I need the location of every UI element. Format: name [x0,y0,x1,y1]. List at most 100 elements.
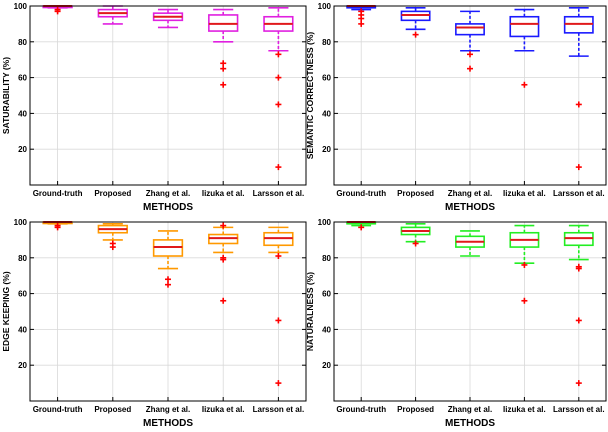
outlier-point [575,164,582,171]
box-proposed [400,6,431,38]
x-tick-label: Larsson et al. [553,405,605,414]
x-tick-label: Zhang et al. [448,189,492,198]
box-zhang-et-al- [152,230,184,288]
outlier-point [358,20,365,27]
y-tick-label: 40 [18,109,27,118]
chart-panel-1: 20 40 60 80 100 Ground-truth Proposed Zhang et … [1,2,307,213]
y-tick-label: 60 [18,74,27,83]
x-tick-label: Larsson et al. [553,189,605,198]
y-tick-label: 40 [322,109,331,118]
iqr-box [455,23,485,36]
x-axis-label: METHODS [143,418,193,429]
box-zhang-et-al- [455,10,485,72]
outlier-point [521,261,528,268]
outlier-point [275,317,282,324]
y-axis-label: SATURABILITY (%) [1,57,11,134]
x-tick-label: Ground-truth [33,189,83,198]
x-tick-label: Iizuka et al. [503,405,546,414]
y-tick-label: 80 [322,254,331,263]
y-tick-label: 100 [318,218,332,227]
box-larsson-et-al- [263,6,294,171]
x-tick-label: Iizuka et al. [503,189,546,198]
outlier-point [54,222,61,229]
y-tick-label: 80 [18,38,27,47]
y-tick-label: 20 [18,361,27,370]
y-tick-label: 20 [322,145,331,154]
y-tick-label: 100 [318,2,332,11]
x-tick-label: Iizuka et al. [202,189,245,198]
y-tick-label: 60 [322,74,331,83]
x-tick-label: Proposed [94,405,131,414]
y-tick-label: 80 [322,38,331,47]
y-tick-label: 40 [322,325,331,334]
outlier-point [575,380,582,387]
x-axis-label: METHODS [445,202,495,213]
outlier-point [575,265,582,272]
chart-panel-3: 20 40 60 80 100 Ground-truth Proposed Zhang et … [1,218,307,429]
outlier-point [358,224,365,231]
x-tick-label: Zhang et al. [146,405,190,414]
y-tick-label: 60 [18,290,27,299]
x-tick-label: Iizuka et al. [202,405,245,414]
box-iizuka-et-al- [208,8,239,88]
box-iizuka-et-al- [509,8,540,88]
outlier-point [275,253,282,260]
outlier-point [275,51,282,58]
outlier-point [467,65,473,72]
x-tick-label: Proposed [397,189,434,198]
y-tick-label: 20 [322,361,331,370]
x-tick-label: Proposed [94,189,131,198]
outlier-point [275,101,282,108]
iqr-box [509,15,540,38]
box-proposed [97,222,128,251]
x-tick-label: Ground-truth [33,405,83,414]
y-axis-label: NATURALNESS (%) [305,272,315,351]
x-axis-label: METHODS [143,202,193,213]
outlier-point [412,31,419,38]
outlier-point [165,276,171,283]
outlier-point [165,281,171,288]
outlier-point [467,51,473,58]
outlier-point [220,222,227,229]
outlier-point [220,297,227,304]
y-tick-label: 100 [14,2,28,11]
outlier-point [220,65,227,72]
box-iizuka-et-al- [509,224,540,304]
outlier-point [521,297,528,304]
y-tick-label: 20 [18,145,27,154]
y-axis-label: EDGE KEEPING (%) [1,271,11,351]
x-axis-label: METHODS [445,418,495,429]
chart-panel-2: 20 40 60 80 100 Ground-truth Proposed Zhang et … [305,2,607,213]
x-tick-label: Ground-truth [336,189,386,198]
x-tick-label: Larsson et al. [253,405,305,414]
outlier-point [275,74,282,81]
outlier-point [275,164,282,171]
x-tick-label: Proposed [397,405,434,414]
box-proposed [400,222,431,247]
y-axis-label: SEMANTIC CORRECTNESS (%) [305,32,315,160]
x-tick-label: Larsson et al. [253,189,305,198]
chart-panel-4: 20 40 60 80 100 Ground-truth Proposed Zhang et … [305,218,607,429]
outlier-point [220,256,227,263]
box-iizuka-et-al- [208,222,239,304]
box-zhang-et-al- [152,8,184,29]
y-tick-label: 80 [18,254,27,263]
outlier-point [358,15,365,22]
y-tick-label: 60 [322,290,331,299]
x-tick-label: Zhang et al. [448,405,492,414]
outlier-point [575,101,582,108]
box-larsson-et-al- [563,6,594,171]
outlier-point [109,244,116,251]
outlier-point [220,81,227,88]
box-larsson-et-al- [563,224,594,387]
x-tick-label: Zhang et al. [146,189,190,198]
outlier-point [575,317,582,324]
box-larsson-et-al- [263,226,294,387]
x-tick-label: Ground-truth [336,405,386,414]
outlier-point [54,6,61,13]
outlier-point [521,81,528,88]
outlier-point [220,60,227,67]
box-zhang-et-al- [455,230,485,257]
y-tick-label: 100 [14,218,28,227]
